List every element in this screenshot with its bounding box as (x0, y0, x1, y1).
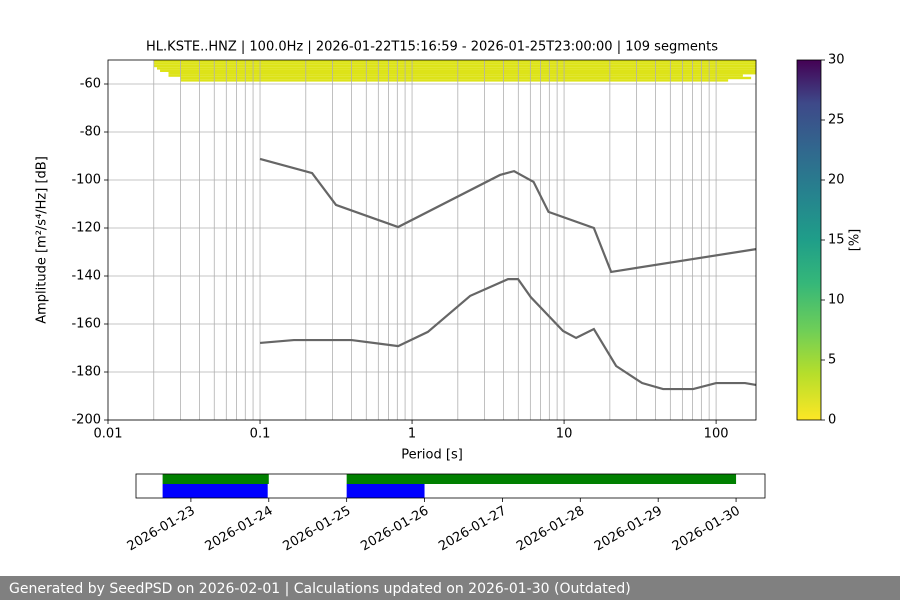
y-tick-label: -200 (71, 413, 101, 428)
plot-area (108, 60, 756, 420)
y-tick-label: -140 (71, 269, 101, 284)
x-tick-label: 2026-01-26 (358, 504, 431, 555)
x-tick-label: 0.01 (94, 427, 123, 442)
y-axis-label: Amplitude [m²/s⁴/Hz] [dB] (35, 156, 50, 324)
psd-cell (180, 79, 729, 82)
noise-model-line (259, 278, 757, 391)
colorbar-tick-label: 30 (828, 53, 845, 68)
x-tick-label: 2026-01-29 (592, 504, 665, 555)
colorbar-tick-label: 25 (828, 113, 845, 128)
y-tick-label: -60 (80, 77, 101, 92)
y-tick-label: -80 (80, 125, 101, 140)
noise-model-line (259, 157, 757, 274)
timeline-frame (135, 473, 766, 499)
x-tick-label: 0.1 (250, 427, 271, 442)
psd-cell (156, 67, 756, 70)
colorbar-label: [%] (848, 229, 863, 252)
y-tick-label: -120 (71, 221, 101, 236)
x-tick-label: 10 (556, 427, 573, 442)
x-tick-label: 2026-01-28 (514, 504, 587, 555)
colorbar (796, 59, 822, 421)
x-tick-label: 2026-01-25 (280, 504, 353, 555)
x-axis-label: Period [s] (401, 448, 463, 463)
coverage-bar (162, 484, 268, 498)
coverage-bar (346, 474, 737, 484)
footer-text: Generated by SeedPSD on 2026-02-01 | Cal… (9, 581, 631, 597)
x-tick-label: 2026-01-27 (436, 504, 509, 555)
colorbar-tick-label: 5 (828, 353, 836, 368)
psd-cell (180, 76, 752, 80)
colorbar-tick-label: 0 (828, 413, 836, 428)
coverage-bar (162, 474, 269, 484)
x-tick-label: 1 (408, 427, 416, 442)
plot-frame (107, 59, 757, 421)
y-tick-label: -180 (71, 365, 101, 380)
psd-cell (153, 62, 756, 65)
x-tick-label: 2026-01-30 (670, 504, 743, 555)
psd-cell (153, 64, 756, 68)
y-tick-label: -100 (71, 173, 101, 188)
colorbar-tick-label: 15 (828, 233, 845, 248)
psd-cell (168, 74, 743, 77)
coverage-bar (346, 484, 425, 498)
footer (0, 576, 900, 600)
psd-cell (168, 72, 756, 75)
colorbar-tick-label: 20 (828, 173, 845, 188)
chart-title: HL.KSTE..HNZ | 100.0Hz | 2026-01-22T15:1… (146, 40, 718, 55)
colorbar-tick-label: 10 (828, 293, 845, 308)
y-tick-label: -160 (71, 317, 101, 332)
x-tick-label: 100 (704, 427, 729, 442)
psd-cell (153, 60, 756, 63)
x-tick-label: 2026-01-24 (203, 504, 276, 555)
x-tick-label: 2026-01-23 (125, 504, 198, 555)
